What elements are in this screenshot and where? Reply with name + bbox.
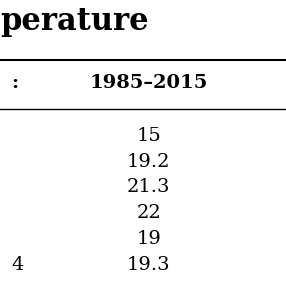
Text: 15: 15 xyxy=(136,127,161,145)
Text: :: : xyxy=(11,74,19,92)
Text: 19.3: 19.3 xyxy=(127,256,170,273)
Text: 4: 4 xyxy=(11,256,24,273)
Text: perature: perature xyxy=(0,6,149,37)
Text: 19.2: 19.2 xyxy=(127,153,170,170)
Text: 22: 22 xyxy=(136,204,161,222)
Text: 21.3: 21.3 xyxy=(127,178,170,196)
Text: 19: 19 xyxy=(136,230,161,248)
Text: 1985–2015: 1985–2015 xyxy=(90,74,208,92)
